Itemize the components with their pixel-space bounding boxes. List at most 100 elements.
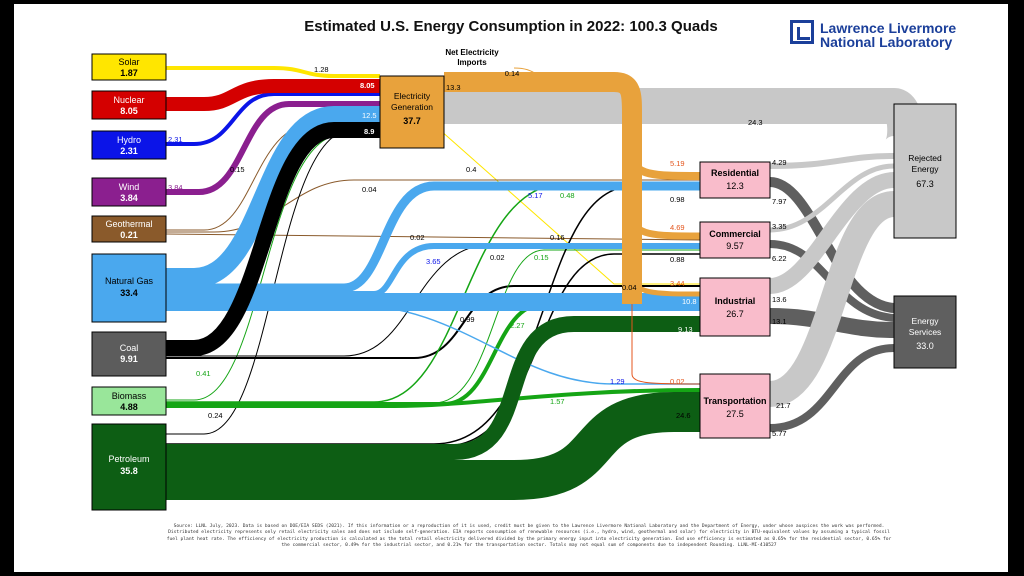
flow-biomass-to-commercial	[166, 249, 700, 404]
node-electricity-value: 37.7	[403, 116, 421, 126]
flow-label: 24.6	[676, 411, 691, 420]
diagram-frame: Estimated U.S. Energy Consumption in 202…	[14, 4, 1008, 572]
node-industrial-name: Industrial	[715, 296, 756, 306]
flow-label: 0.98	[670, 195, 685, 204]
node-services-name-2: Services	[909, 327, 942, 337]
flow-label: 5.19	[670, 159, 685, 168]
flow-electricity-out	[444, 72, 642, 304]
node-solar-value: 1.87	[120, 68, 138, 78]
flow-petroleum-to-industrial	[166, 316, 700, 460]
node-rejected-name-2: Energy	[912, 164, 940, 174]
flow-label: 0.02	[410, 233, 425, 242]
flow-label: 3.84	[168, 183, 183, 192]
flow-electricity-to-industrial	[629, 273, 701, 297]
node-solar[interactable]	[91, 53, 167, 81]
node-coal[interactable]	[91, 331, 167, 377]
node-electricity-name-2: Generation	[391, 102, 433, 112]
flow-label: 0.88	[670, 255, 685, 264]
flow-label: 1.57	[550, 397, 565, 406]
flow-label: 0.04	[362, 185, 377, 194]
flow-label: 0.02	[670, 377, 685, 386]
node-biomass-name: Biomass	[112, 391, 147, 401]
node-electricity-generation[interactable]	[379, 75, 445, 149]
sankey-diagram: Solar 1.87 Nuclear 8.05 Hydro 2.31 Wind …	[91, 48, 957, 511]
flow-label: 0.41	[196, 369, 211, 378]
node-commercial-name: Commercial	[709, 229, 761, 239]
node-transportation[interactable]	[699, 373, 771, 439]
flow-label: 21.7	[776, 401, 791, 410]
flow-label: 0.48	[560, 191, 575, 200]
flow-label: 3.44	[670, 279, 685, 288]
flow-label: 10.8	[682, 297, 697, 306]
flow-label: 6.22	[772, 254, 787, 263]
flow-coal-to-electricity	[166, 122, 380, 356]
flow-label: 1.28	[314, 65, 329, 74]
node-nuclear-name: Nuclear	[113, 95, 144, 105]
node-energy-services[interactable]	[893, 295, 957, 369]
flow-hydro-to-electricity	[166, 92, 380, 146]
flow-commercial-to-rejected	[769, 163, 895, 233]
flow-label: 4.29	[772, 158, 787, 167]
flow-residential-to-rejected	[769, 153, 895, 169]
source-nodes: Solar 1.87 Nuclear 8.05 Hydro 2.31 Wind …	[91, 53, 167, 511]
flow-layer	[165, 66, 924, 500]
flow-label: 1.29	[610, 377, 625, 386]
flow-petroleum-to-electricity	[166, 128, 380, 435]
flow-industrial-to-rejected	[768, 172, 895, 294]
node-industrial[interactable]	[699, 277, 771, 337]
node-commercial[interactable]	[699, 221, 771, 259]
node-rejected-name-1: Rejected	[908, 153, 942, 163]
flow-solar-to-industrial	[378, 75, 700, 285]
node-solar-name: Solar	[118, 57, 139, 67]
node-transportation-name: Transportation	[703, 396, 766, 406]
node-industrial-value: 26.7	[726, 309, 744, 319]
flow-label: 5.17	[528, 191, 543, 200]
flow-solar-to-electricity	[166, 66, 380, 78]
node-nuclear-value: 8.05	[120, 106, 138, 116]
node-hydro[interactable]	[91, 130, 167, 160]
flow-label: 13.6	[772, 295, 787, 304]
flow-label: 2.27	[510, 321, 525, 330]
flow-label: 5.77	[772, 429, 787, 438]
flow-wind-to-electricity	[166, 101, 380, 195]
node-residential[interactable]	[699, 161, 771, 199]
node-petroleum[interactable]	[91, 423, 167, 511]
node-petroleum-name: Petroleum	[108, 454, 149, 464]
flow-label: 0.4	[466, 165, 476, 174]
flow-nuclear-to-electricity	[166, 79, 380, 111]
flow-petroleum-to-residential	[166, 185, 700, 445]
logo-line-1: Lawrence Livermore	[820, 20, 957, 36]
logo-line-2: National Laboratory	[820, 34, 953, 50]
node-biomass[interactable]	[91, 386, 167, 416]
flow-label: 3.65	[426, 257, 441, 266]
node-commercial-value: 9.57	[726, 241, 744, 251]
node-hydro-name: Hydro	[117, 135, 141, 145]
flow-electricity-to-commercial	[628, 213, 701, 240]
node-geothermal[interactable]	[91, 215, 167, 243]
node-petroleum-value: 35.8	[120, 466, 138, 476]
node-rejected-energy[interactable]	[893, 103, 957, 239]
node-coal-value: 9.91	[120, 354, 138, 364]
flow-label: 3.35	[772, 222, 787, 231]
node-wind[interactable]	[91, 177, 167, 207]
flow-coal-to-industrial	[166, 285, 700, 359]
node-nuclear[interactable]	[91, 90, 167, 120]
flow-label: 0.15	[230, 165, 245, 174]
flow-label: 4.69	[670, 223, 685, 232]
node-natural-gas[interactable]	[91, 253, 167, 323]
node-biomass-value: 4.88	[120, 402, 138, 412]
node-wind-value: 3.84	[120, 193, 138, 203]
node-services-value: 33.0	[916, 341, 934, 351]
flow-gas-to-residential	[166, 181, 700, 293]
node-natural-gas-value: 33.4	[120, 288, 138, 298]
node-electricity-name-1: Electricity	[394, 91, 431, 101]
flow-gas-to-electricity	[166, 106, 380, 288]
node-rejected-value: 67.3	[916, 179, 934, 189]
flow-label: 0.04	[622, 283, 637, 292]
imports-label-1: Net Electricity	[445, 48, 499, 57]
flow-label: 8.9	[364, 127, 374, 136]
flow-electricity-to-transportation	[631, 304, 701, 385]
node-geothermal-value: 0.21	[120, 230, 138, 240]
node-residential-name: Residential	[711, 168, 759, 178]
flow-label: 0.02	[490, 253, 505, 262]
